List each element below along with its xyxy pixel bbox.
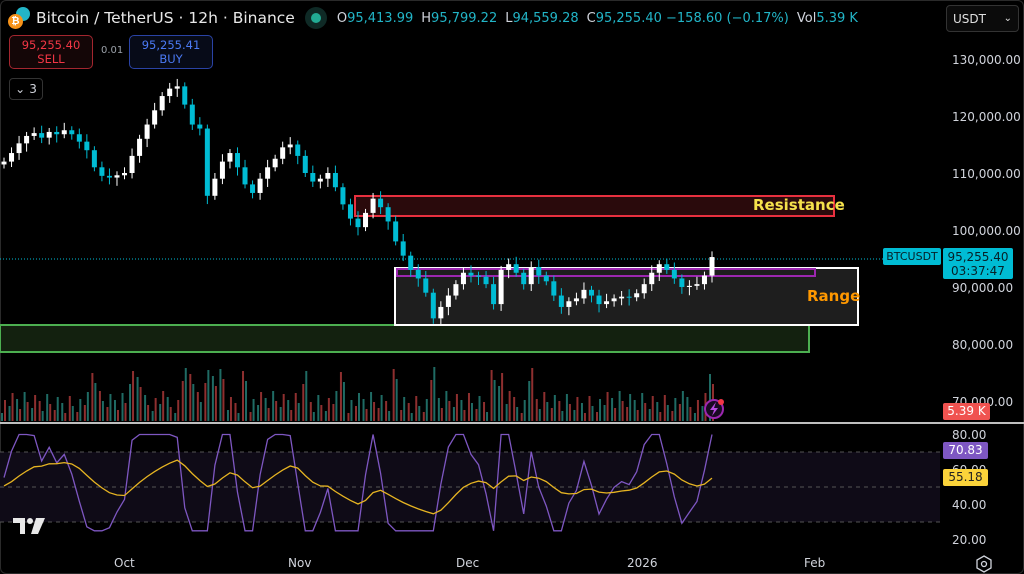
chevron-down-icon: ⌄ xyxy=(1003,13,1012,24)
range-label: Range xyxy=(807,287,861,305)
alert-lightning-icon[interactable] xyxy=(704,399,724,419)
rsi-axis-label: 40.00 xyxy=(952,498,987,512)
buy-button[interactable]: 95,255.41 BUY xyxy=(129,35,213,69)
price-axis-label: 80,000.00 xyxy=(952,338,1014,352)
rsi-axis-label: 20.00 xyxy=(952,533,987,547)
support-zone xyxy=(0,324,810,353)
rsi-ma-line xyxy=(3,459,713,515)
time-axis-label: Oct xyxy=(114,556,135,570)
time-axis-label: 2026 xyxy=(627,556,658,570)
price-axis-label: 110,000.00 xyxy=(952,167,1021,181)
volume-tag: 5.39 K xyxy=(943,403,990,420)
btc-usdt-logo-icon: ₿ xyxy=(8,7,30,29)
last-price: 95,255.40 xyxy=(947,250,1009,264)
last-price-tag: 95,255.40 03:37:47 xyxy=(943,248,1013,279)
tradingview-logo-icon[interactable] xyxy=(13,518,45,534)
indicator-count: 3 xyxy=(29,82,37,96)
ohlc-item: H95,799.22 xyxy=(421,10,498,26)
symbol-legend: ₿ Bitcoin / TetherUS · 12h · Binance O95… xyxy=(8,6,858,30)
ohlc-item: L94,559.28 xyxy=(505,10,579,26)
time-axis-label: Nov xyxy=(288,556,312,570)
currency-select[interactable]: USDT ⌄ xyxy=(946,5,1019,32)
sell-label: SELL xyxy=(37,52,65,66)
range-top-band xyxy=(396,268,816,277)
resistance-zone xyxy=(354,195,835,217)
sell-price: 95,255.40 xyxy=(21,38,81,52)
chevron-down-icon: ⌄ xyxy=(15,82,26,96)
ohlc-values: O95,413.99 H95,799.22 L94,559.28 C95,255.40… xyxy=(337,11,858,26)
pane-separator[interactable] xyxy=(0,422,1024,424)
buy-label: BUY xyxy=(159,52,183,66)
volume-bars xyxy=(1,367,714,421)
resistance-label: Resistance xyxy=(753,196,845,214)
price-axis-label: 90,000.00 xyxy=(952,281,1014,295)
range-box xyxy=(394,267,859,326)
ohlc-item: Vol5.39 K xyxy=(796,10,858,26)
buy-price: 95,255.41 xyxy=(141,38,201,52)
rsi-ma-value-tag: 55.18 xyxy=(943,469,988,486)
indicators-collapse-button[interactable]: ⌄ 3 xyxy=(9,78,43,100)
time-axis-label: Dec xyxy=(456,556,480,570)
currency-value: USDT xyxy=(953,11,986,26)
price-axis-label: 120,000.00 xyxy=(952,110,1021,124)
symbol-title[interactable]: Bitcoin / TetherUS · 12h · Binance xyxy=(36,9,295,27)
time-axis-label: Feb xyxy=(804,556,826,570)
spread-value: 0.01 xyxy=(101,45,124,56)
price-axis-label: 130,000.00 xyxy=(952,53,1021,67)
sell-button[interactable]: 95,255.40 SELL xyxy=(9,35,93,69)
market-open-status-icon[interactable] xyxy=(304,7,327,29)
price-axis-label: 100,000.00 xyxy=(952,224,1021,238)
settings-gear-icon[interactable] xyxy=(975,555,993,573)
ohlc-item: O95,413.99 xyxy=(336,10,414,26)
candles xyxy=(1,78,715,326)
bar-countdown: 03:37:47 xyxy=(951,264,1005,278)
ohlc-item: C95,255.40 −158.60 (−0.17%) xyxy=(586,10,789,26)
rsi-value-tag: 70.83 xyxy=(943,442,988,459)
rsi-line xyxy=(3,433,713,532)
symbol-tag: BTCUSDT xyxy=(883,248,941,265)
rsi-band-bg xyxy=(0,452,940,522)
rsi-axis-label: 80.00 xyxy=(952,428,987,442)
